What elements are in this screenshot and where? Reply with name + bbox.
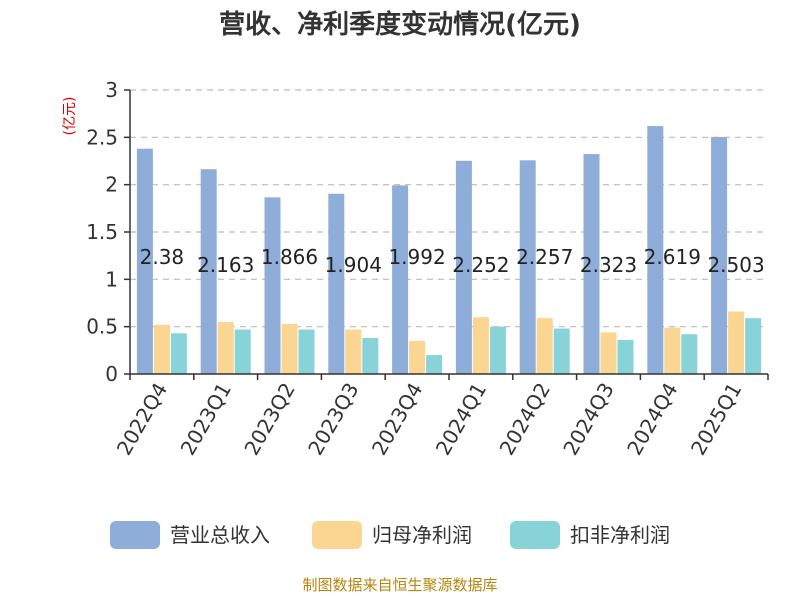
y-tick-label: 1.5 xyxy=(86,220,118,244)
bar-2-2025Q1 xyxy=(728,311,745,374)
bar-3-2023Q4 xyxy=(426,355,443,374)
bar-2-2023Q3 xyxy=(345,329,362,374)
y-tick-label: 1 xyxy=(105,267,118,291)
y-tick-label: 0.5 xyxy=(86,315,118,339)
x-tick-label: 2025Q1 xyxy=(686,379,746,460)
x-tick-label: 2024Q2 xyxy=(495,379,555,460)
footer-source: 制图数据来自恒生聚源数据库 xyxy=(302,576,497,594)
legend-label-1: 营业总收入 xyxy=(170,523,270,547)
legend-label-3: 扣非净利润 xyxy=(570,523,670,547)
bar-3-2024Q3 xyxy=(617,339,634,374)
bar-2-2024Q3 xyxy=(600,332,617,374)
bar-2-2022Q4 xyxy=(153,324,170,374)
bar-2-2024Q4 xyxy=(664,327,681,374)
data-label: 2.503 xyxy=(707,253,764,277)
bar-1-2023Q2 xyxy=(264,197,281,374)
bar-2-2023Q1 xyxy=(217,321,234,374)
y-tick-label: 3 xyxy=(105,78,118,102)
bar-1-2024Q3 xyxy=(583,154,600,374)
x-tick-label: 2023Q4 xyxy=(367,379,427,460)
legend: 营业总收入 归母净利润 扣非净利润 xyxy=(110,521,670,549)
bar-1-2022Q4 xyxy=(136,148,153,374)
bar-2-2024Q2 xyxy=(536,318,553,374)
legend-label-2: 归母净利润 xyxy=(372,523,472,547)
y-axis-unit-label: (亿元) xyxy=(62,97,78,136)
legend-swatch-3 xyxy=(510,521,560,549)
data-label: 2.163 xyxy=(197,253,254,277)
bars xyxy=(136,126,762,375)
data-label: 1.866 xyxy=(261,245,318,269)
bar-3-2024Q1 xyxy=(489,326,506,374)
bar-2-2023Q2 xyxy=(281,323,298,374)
y-tick-label: 0 xyxy=(105,362,118,386)
data-label: 2.38 xyxy=(140,245,185,269)
x-tick-label: 2024Q1 xyxy=(431,379,491,460)
chart-title: 营收、净利季度变动情况(亿元) xyxy=(219,9,581,40)
bar-1-2024Q4 xyxy=(647,126,664,375)
data-label: 1.904 xyxy=(325,253,382,277)
data-label: 2.257 xyxy=(516,245,573,269)
data-label: 2.323 xyxy=(580,253,637,277)
bar-1-2024Q2 xyxy=(519,160,536,374)
x-tick-label: 2022Q4 xyxy=(112,379,172,460)
x-tick-label: 2023Q3 xyxy=(303,379,363,460)
bar-1-2023Q4 xyxy=(392,185,409,374)
data-labels: 2.38 2.163 1.866 1.904 1.992 2.252 2.257 2.323 2… xyxy=(140,245,765,277)
y-tick-label: 2 xyxy=(105,173,118,197)
data-label: 1.992 xyxy=(388,245,445,269)
bar-1-2024Q1 xyxy=(455,160,472,374)
bar-2-2023Q4 xyxy=(409,340,426,374)
bar-1-2023Q1 xyxy=(200,169,217,374)
bar-3-2024Q4 xyxy=(681,334,698,374)
data-label: 2.619 xyxy=(644,245,701,269)
data-label: 2.252 xyxy=(452,253,509,277)
bar-3-2025Q1 xyxy=(745,318,762,374)
bar-3-2022Q4 xyxy=(170,333,187,374)
legend-swatch-1 xyxy=(110,521,160,549)
bar-1-2023Q3 xyxy=(328,193,345,374)
x-tick-label: 2023Q2 xyxy=(239,379,299,460)
x-tick-label: 2024Q3 xyxy=(558,379,618,460)
x-tick-label: 2023Q1 xyxy=(176,379,236,460)
bar-3-2023Q1 xyxy=(234,329,251,374)
bar-3-2023Q3 xyxy=(362,338,379,374)
x-tick-label: 2024Q4 xyxy=(622,379,682,460)
y-tick-label: 2.5 xyxy=(86,125,118,149)
bar-2-2024Q1 xyxy=(472,317,489,374)
legend-swatch-2 xyxy=(312,521,362,549)
bar-1-2025Q1 xyxy=(711,137,728,374)
bar-3-2024Q2 xyxy=(553,328,570,374)
bar-3-2023Q2 xyxy=(298,329,315,374)
grid-lines xyxy=(130,89,768,328)
